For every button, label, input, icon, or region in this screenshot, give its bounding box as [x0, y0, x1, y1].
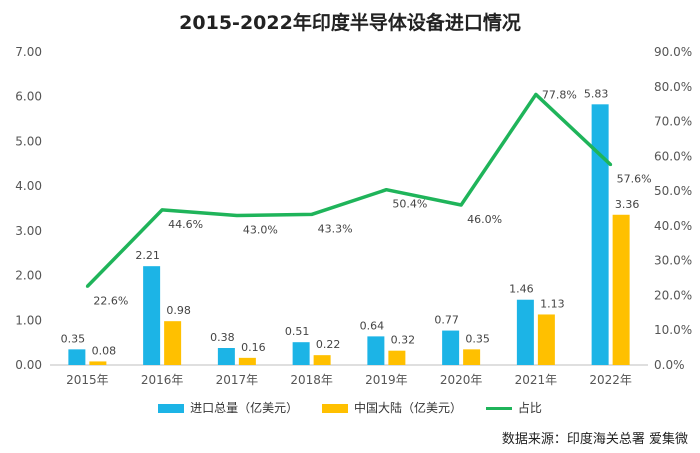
bar-china — [238, 357, 256, 365]
bar-china — [612, 214, 630, 365]
point-label-share: 22.6% — [93, 294, 128, 307]
bar-label-total: 0.64 — [360, 319, 385, 332]
bar-label-total: 5.83 — [584, 87, 609, 100]
y-tick-label: 7.00 — [15, 45, 42, 59]
bar-china — [313, 355, 331, 365]
legend-item-china[interactable]: 中国大陆（亿美元） — [321, 399, 462, 416]
bar-china — [537, 314, 555, 365]
bar-total — [367, 336, 385, 365]
legend-label-china: 中国大陆（亿美元） — [353, 401, 462, 415]
legend-swatch-china — [321, 404, 348, 413]
legend-label-total: 进口总量（亿美元） — [190, 401, 299, 415]
x-tick-label: 2019年 — [365, 373, 408, 387]
bar-total — [68, 349, 86, 365]
point-label-share: 46.0% — [467, 213, 502, 226]
bar-label-china: 0.08 — [92, 344, 117, 357]
y2-tick-label: 40.0% — [654, 219, 692, 233]
y2-tick-label: 0.0% — [654, 358, 685, 372]
legend: 进口总量（亿美元） 中国大陆（亿美元） 占比 — [0, 399, 700, 416]
x-tick-label: 2018年 — [290, 373, 333, 387]
point-share — [609, 163, 613, 167]
bar-total — [217, 348, 235, 365]
bar-label-china: 1.13 — [540, 297, 565, 310]
x-tick-label: 2020年 — [440, 373, 483, 387]
point-share — [235, 213, 239, 217]
legend-swatch-share — [485, 407, 512, 410]
point-share — [384, 188, 388, 192]
point-label-share: 57.6% — [617, 173, 652, 186]
point-share — [160, 208, 164, 212]
bar-label-total: 0.35 — [61, 332, 86, 345]
y-tick-label: 6.00 — [15, 90, 42, 104]
y2-tick-label: 70.0% — [654, 115, 692, 129]
bar-label-total: 0.38 — [210, 331, 235, 344]
bar-label-total: 0.51 — [285, 325, 310, 338]
bar-china — [388, 350, 406, 365]
y-tick-label: 2.00 — [15, 269, 42, 283]
point-label-share: 43.0% — [243, 223, 278, 236]
legend-item-share[interactable]: 占比 — [485, 399, 542, 416]
point-share — [459, 203, 463, 207]
bar-label-total: 2.21 — [135, 249, 160, 262]
bar-label-china: 0.98 — [166, 304, 191, 317]
bar-china — [89, 361, 107, 365]
y-tick-label: 3.00 — [15, 224, 42, 238]
y2-tick-label: 20.0% — [654, 288, 692, 302]
source-note: 数据来源：印度海关总署 爱集微 — [501, 432, 688, 447]
bar-label-china: 3.36 — [615, 198, 640, 211]
line-share — [86, 92, 612, 288]
legend-swatch-total — [158, 404, 185, 413]
bar-label-china: 0.22 — [316, 338, 341, 351]
bar-total — [442, 330, 460, 365]
bar-total — [591, 104, 609, 366]
point-share — [85, 284, 89, 288]
bar-label-total: 0.77 — [434, 314, 459, 327]
point-label-share: 50.4% — [392, 198, 427, 211]
y2-tick-label: 10.0% — [654, 323, 692, 337]
chart-title: 2015-2022年印度半导体设备进口情况 — [179, 12, 521, 34]
y-tick-label: 1.00 — [15, 313, 42, 327]
bar-label-total: 1.46 — [509, 283, 534, 296]
y2-tick-label: 80.0% — [654, 80, 692, 94]
x-tick-label: 2015年 — [66, 373, 109, 387]
bar-total — [292, 342, 310, 365]
bar-label-china: 0.35 — [465, 332, 490, 345]
bar-china — [463, 349, 481, 365]
bar-label-china: 0.16 — [241, 341, 266, 354]
bar-total — [143, 266, 161, 365]
x-tick-label: 2016年 — [141, 373, 184, 387]
x-tick-label: 2017年 — [216, 373, 259, 387]
y-tick-label: 0.00 — [15, 358, 42, 372]
bar-label-china: 0.32 — [391, 334, 416, 347]
point-label-share: 77.8% — [542, 88, 577, 101]
x-tick-label: 2022年 — [589, 373, 632, 387]
legend-label-share: 占比 — [517, 401, 542, 415]
y-tick-label: 5.00 — [15, 134, 42, 148]
y2-tick-label: 50.0% — [654, 184, 692, 198]
point-label-share: 44.6% — [168, 218, 203, 231]
bar-china — [164, 321, 182, 365]
point-share — [310, 212, 314, 216]
x-tick-label: 2021年 — [515, 373, 558, 387]
point-label-share: 43.3% — [318, 222, 353, 235]
bar-total — [516, 299, 534, 365]
y-tick-label: 4.00 — [15, 179, 42, 193]
legend-item-total[interactable]: 进口总量（亿美元） — [158, 399, 298, 416]
y2-tick-label: 60.0% — [654, 149, 692, 163]
point-share — [534, 92, 538, 96]
y2-tick-label: 90.0% — [654, 45, 692, 59]
y2-tick-label: 30.0% — [654, 254, 692, 268]
